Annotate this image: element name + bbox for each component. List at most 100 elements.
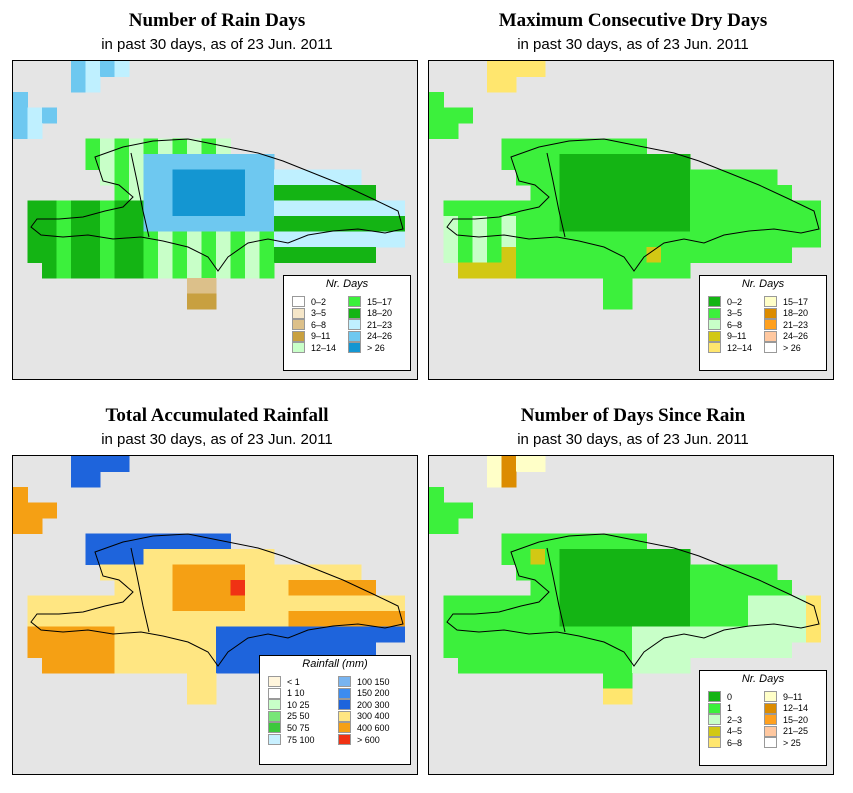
grid-cell [516, 216, 531, 232]
grid-cell [574, 200, 589, 217]
grid-cell [588, 185, 604, 201]
grid-cell [187, 626, 202, 643]
legend-label: 3–5 [311, 308, 327, 319]
legend-label: > 600 [357, 734, 380, 745]
grid-cell [530, 262, 546, 279]
grid-cell [762, 564, 778, 581]
legend-swatch [348, 319, 361, 331]
grid-cell [114, 533, 130, 550]
legend-label: 25 50 [287, 711, 310, 722]
grid-cell [216, 595, 231, 612]
grid-cell [791, 216, 807, 232]
grid-cell [42, 626, 57, 643]
grid-cell [675, 642, 691, 658]
grid-cell [317, 642, 333, 658]
grid-cell [390, 216, 405, 232]
grid-cell [129, 626, 144, 643]
grid-cell [545, 611, 560, 627]
grid-cell [516, 611, 531, 627]
grid-cell [762, 642, 778, 658]
grid-cell [114, 247, 130, 263]
coastline [30, 138, 404, 272]
grid-cell [56, 200, 72, 217]
grid-cell [472, 200, 488, 217]
grid-cell [201, 595, 217, 612]
grid-cell [187, 278, 202, 294]
grid-cell [516, 549, 531, 565]
grid-cell [346, 580, 362, 596]
grid-cell [129, 262, 144, 279]
grid-cell [201, 278, 217, 294]
grid-cell [617, 580, 633, 596]
legend-swatch [338, 676, 351, 687]
grid-cell [114, 231, 130, 248]
grid-cell [603, 642, 618, 658]
grid-cell [129, 657, 144, 674]
grid-cell [346, 642, 362, 658]
grid-cell [245, 262, 260, 279]
grid-cell [429, 107, 444, 124]
grid-cell [288, 216, 304, 232]
grid-cell [71, 456, 86, 472]
grid-cell [259, 564, 275, 581]
grid-cell [42, 107, 57, 124]
grid-cell [588, 154, 604, 170]
days-since-rain-panel: Number of Days Since Rain in past 30 day… [428, 395, 838, 775]
legend-swatch [292, 330, 305, 342]
grid-cell [100, 200, 115, 217]
grid-cell [530, 549, 546, 565]
grid-cell [42, 611, 57, 627]
grid-cell [187, 673, 202, 689]
grid-cell [501, 216, 517, 232]
grid-cell [85, 626, 101, 643]
grid-cell [646, 549, 662, 565]
grid-cell [617, 185, 633, 201]
grid-cell [501, 595, 517, 612]
grid-cell [791, 626, 807, 643]
grid-cell [317, 185, 333, 201]
grid-cell [42, 216, 57, 232]
grid-cell [230, 549, 246, 565]
grid-cell [661, 200, 676, 217]
grid-cell [158, 138, 173, 155]
grid-cell [114, 61, 130, 77]
grid-cell [13, 123, 28, 139]
grid-cell [690, 564, 705, 581]
grid-cell [245, 169, 260, 186]
grid-cell [317, 216, 333, 232]
grid-cell [530, 61, 546, 77]
grid-cell [690, 626, 705, 643]
grid-cell [143, 657, 159, 674]
grid-cell [230, 595, 246, 612]
grid-cell [501, 200, 517, 217]
grid-cell [661, 185, 676, 201]
grid-cell [661, 580, 676, 596]
grid-cell [56, 657, 72, 674]
grid-cell [516, 642, 531, 658]
legend-label: 100 150 [357, 676, 390, 687]
grid-cell [545, 595, 560, 612]
grid-cell [129, 533, 144, 550]
grid-cell [690, 231, 705, 248]
grid-cell [603, 262, 618, 279]
grid-cell [27, 107, 43, 124]
grid-cell [158, 200, 173, 217]
grid-cell [100, 533, 115, 550]
grid-cell [777, 595, 792, 612]
grid-cell [559, 580, 575, 596]
grid-cell [530, 231, 546, 248]
grid-cell [274, 564, 289, 581]
grid-cell [733, 611, 749, 627]
grid-cell [516, 456, 531, 472]
legend-item: > 600 [338, 734, 380, 745]
grid-cell [574, 611, 589, 627]
grid-cell [443, 200, 459, 217]
grid-cell [129, 595, 144, 612]
grid-cell [574, 533, 589, 550]
grid-cell [158, 154, 173, 170]
grid-cell [71, 657, 86, 674]
legend-item: 9–11 [764, 691, 802, 702]
grid-cell [172, 138, 188, 155]
grid-cell [201, 216, 217, 232]
